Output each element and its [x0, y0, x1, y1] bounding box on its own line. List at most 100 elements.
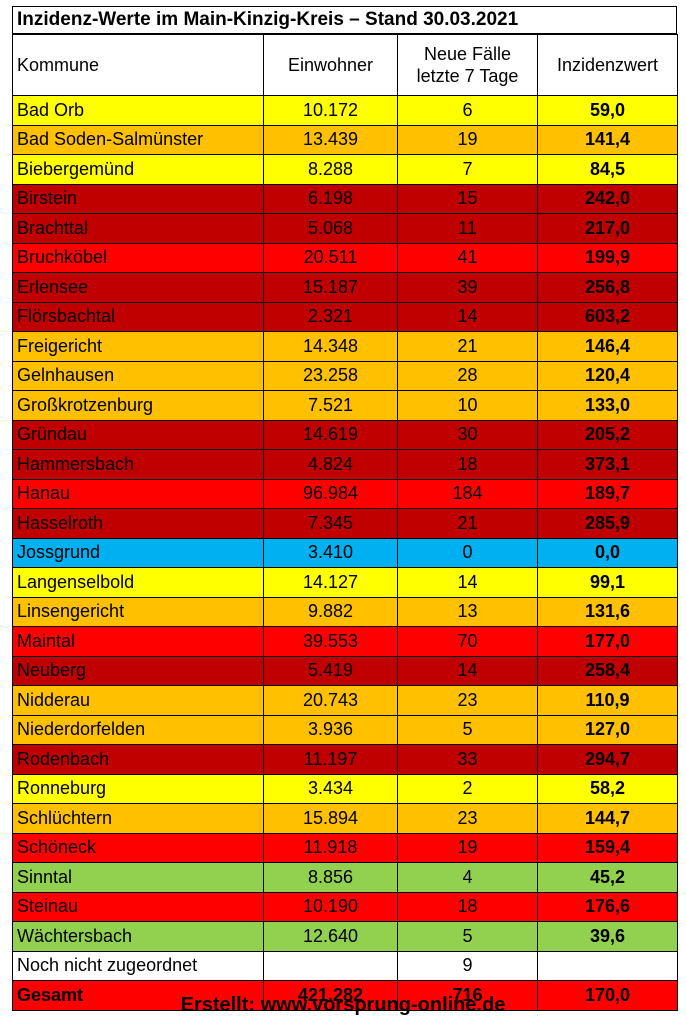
table-row: Hammersbach 4.824 18 373,1 [12, 449, 678, 480]
cell-faelle: 13 [397, 596, 538, 627]
cell-inzidenz: 0,0 [537, 537, 678, 568]
cell-faelle: 5 [397, 714, 538, 745]
cell-inzidenz: 199,9 [537, 242, 678, 273]
cell-inzidenz: 59,0 [537, 95, 678, 126]
cell-inzidenz: 256,8 [537, 272, 678, 303]
cell-kommune: Bruchköbel [12, 242, 264, 273]
table-row: Hasselroth 7.345 21 285,9 [12, 508, 678, 539]
cell-einwohner: 15.894 [263, 803, 398, 834]
cell-faelle: 14 [397, 567, 538, 598]
cell-inzidenz: 159,4 [537, 832, 678, 863]
cell-inzidenz: 58,2 [537, 773, 678, 804]
cell-faelle: 9 [397, 950, 538, 981]
cell-inzidenz: 84,5 [537, 154, 678, 185]
cell-einwohner: 7.345 [263, 508, 398, 539]
cell-faelle: 18 [397, 891, 538, 922]
table-title: Inzidenz-Werte im Main-Kinzig-Kreis – St… [12, 6, 677, 34]
cell-inzidenz: 110,9 [537, 685, 678, 716]
cell-faelle: 5 [397, 921, 538, 952]
cell-einwohner: 6.198 [263, 183, 398, 214]
table-row: Bruchköbel 20.511 41 199,9 [12, 242, 678, 273]
cell-faelle: 0 [397, 537, 538, 568]
table-row: Großkrotzenburg 7.521 10 133,0 [12, 390, 678, 421]
cell-einwohner: 13.439 [263, 124, 398, 155]
cell-faelle: 184 [397, 478, 538, 509]
header-faelle: Neue Fälle letzte 7 Tage [397, 34, 538, 96]
cell-faelle: 2 [397, 773, 538, 804]
cell-kommune: Gelnhausen [12, 360, 264, 391]
cell-einwohner [263, 950, 398, 981]
cell-einwohner: 14.348 [263, 331, 398, 362]
cell-faelle: 10 [397, 390, 538, 421]
table-row: Langenselbold 14.127 14 99,1 [12, 567, 678, 598]
cell-inzidenz [537, 950, 678, 981]
cell-faelle: 23 [397, 685, 538, 716]
cell-einwohner: 8.856 [263, 862, 398, 893]
cell-inzidenz: 176,6 [537, 891, 678, 922]
cell-inzidenz: 45,2 [537, 862, 678, 893]
cell-inzidenz: 131,6 [537, 596, 678, 627]
cell-kommune: Bad Orb [12, 95, 264, 126]
cell-inzidenz: 170,0 [537, 980, 678, 1011]
cell-kommune: Steinau [12, 891, 264, 922]
cell-einwohner: 10.172 [263, 95, 398, 126]
table-row: Linsengericht 9.882 13 131,6 [12, 596, 678, 627]
header-einwohner: Einwohner [263, 34, 398, 96]
header-faelle-line1: Neue Fälle [423, 44, 512, 64]
cell-faelle: 39 [397, 272, 538, 303]
table-row: Ronneburg 3.434 2 58,2 [12, 773, 678, 804]
cell-kommune: Biebergemünd [12, 154, 264, 185]
cell-kommune: Maintal [12, 626, 264, 657]
cell-faelle: 30 [397, 419, 538, 450]
cell-inzidenz: 127,0 [537, 714, 678, 745]
cell-kommune: Jossgrund [12, 537, 264, 568]
cell-einwohner: 8.288 [263, 154, 398, 185]
cell-inzidenz: 603,2 [537, 301, 678, 332]
cell-einwohner: 15.187 [263, 272, 398, 303]
table-row: Schöneck 11.918 19 159,4 [12, 832, 678, 863]
table-row: Wächtersbach 12.640 5 39,6 [12, 921, 678, 952]
cell-faelle: 23 [397, 803, 538, 834]
cell-faelle: 33 [397, 744, 538, 775]
cell-kommune: Langenselbold [12, 567, 264, 598]
cell-einwohner: 9.882 [263, 596, 398, 627]
table-row: Nidderau 20.743 23 110,9 [12, 685, 678, 716]
cell-einwohner: 7.521 [263, 390, 398, 421]
cell-einwohner: 4.824 [263, 449, 398, 480]
cell-einwohner: 39.553 [263, 626, 398, 657]
table-row: Flörsbachtal 2.321 14 603,2 [12, 301, 678, 332]
table-row: Erlensee 15.187 39 256,8 [12, 272, 678, 303]
cell-faelle: 6 [397, 95, 538, 126]
table-row: Jossgrund 3.410 0 0,0 [12, 537, 678, 568]
table-row: Bad Soden-Salmünster 13.439 19 141,4 [12, 124, 678, 155]
cell-einwohner: 421.282 [263, 980, 398, 1011]
cell-inzidenz: 373,1 [537, 449, 678, 480]
cell-faelle: 21 [397, 331, 538, 362]
cell-inzidenz: 242,0 [537, 183, 678, 214]
cell-faelle: 7 [397, 154, 538, 185]
table-row: Brachttal 5.068 11 217,0 [12, 213, 678, 244]
table-row: Neuberg 5.419 14 258,4 [12, 655, 678, 686]
cell-kommune: Erlensee [12, 272, 264, 303]
header-faelle-line2: letzte 7 Tage [416, 66, 519, 86]
cell-inzidenz: 294,7 [537, 744, 678, 775]
cell-faelle: 19 [397, 832, 538, 863]
cell-einwohner: 11.197 [263, 744, 398, 775]
cell-faelle: 18 [397, 449, 538, 480]
cell-kommune: Schlüchtern [12, 803, 264, 834]
cell-einwohner: 14.127 [263, 567, 398, 598]
table-row: Niederdorfelden 3.936 5 127,0 [12, 714, 678, 745]
cell-kommune: Gründau [12, 419, 264, 450]
cell-kommune: Birstein [12, 183, 264, 214]
cell-faelle: 716 [397, 980, 538, 1011]
cell-einwohner: 20.511 [263, 242, 398, 273]
cell-inzidenz: 146,4 [537, 331, 678, 362]
cell-faelle: 28 [397, 360, 538, 391]
cell-inzidenz: 285,9 [537, 508, 678, 539]
cell-einwohner: 20.743 [263, 685, 398, 716]
cell-faelle: 15 [397, 183, 538, 214]
cell-faelle: 70 [397, 626, 538, 657]
cell-inzidenz: 189,7 [537, 478, 678, 509]
cell-einwohner: 3.410 [263, 537, 398, 568]
cell-faelle: 11 [397, 213, 538, 244]
